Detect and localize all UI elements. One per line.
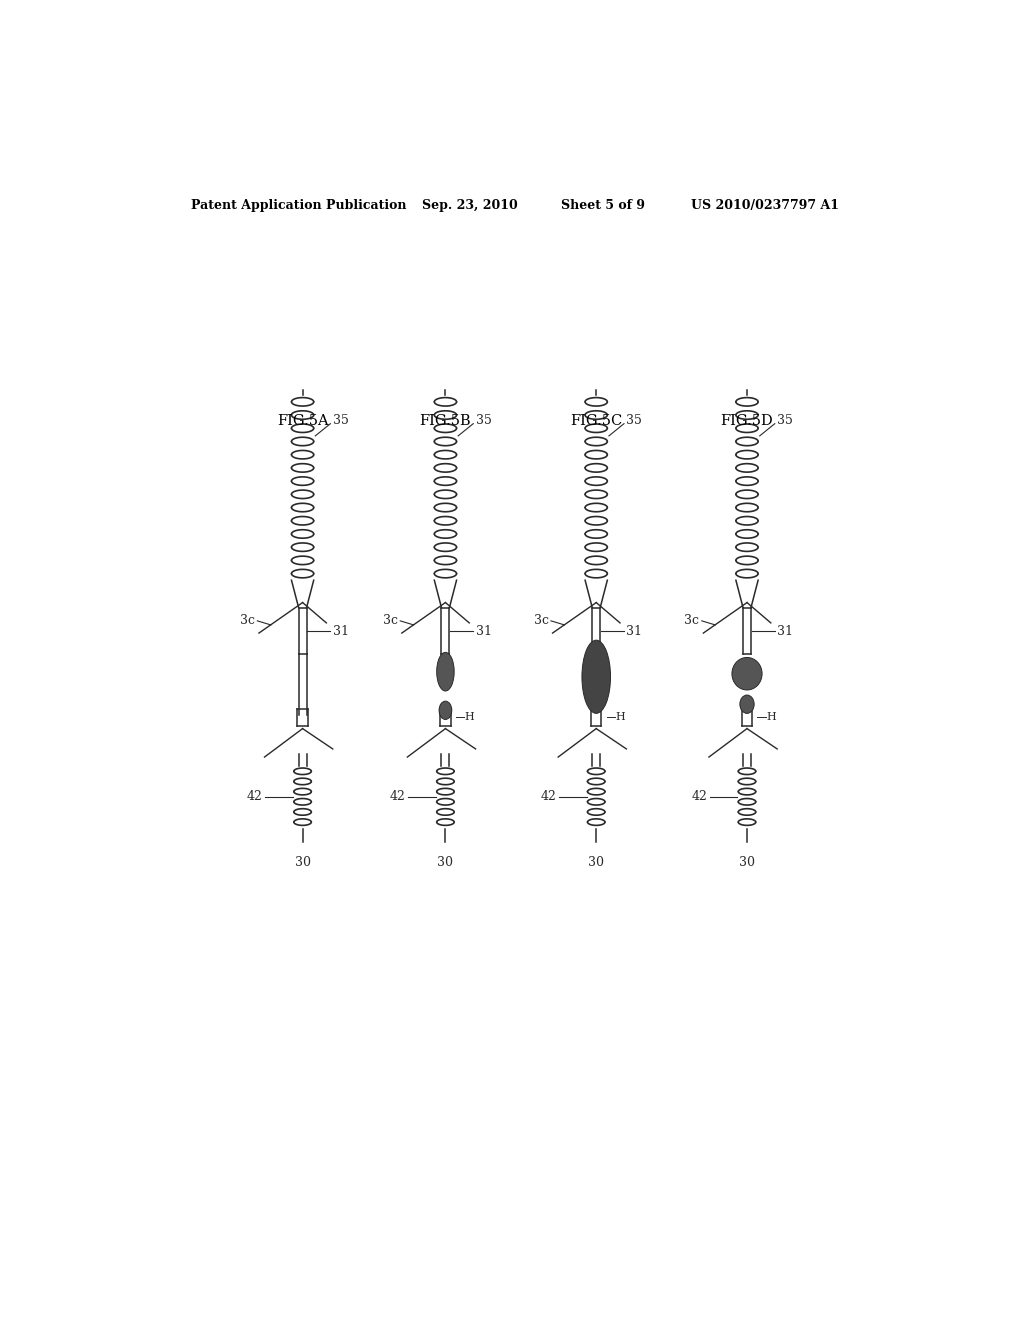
Text: 42: 42 — [247, 791, 263, 803]
Text: Sheet 5 of 9: Sheet 5 of 9 — [560, 199, 644, 213]
Text: 30: 30 — [295, 855, 310, 869]
Text: 35: 35 — [475, 414, 492, 428]
Text: US 2010/0237797 A1: US 2010/0237797 A1 — [691, 199, 840, 213]
Text: H: H — [615, 713, 625, 722]
Ellipse shape — [582, 640, 610, 713]
Text: FIG.5B: FIG.5B — [420, 413, 471, 428]
Text: 35: 35 — [777, 414, 793, 428]
Text: 31: 31 — [627, 624, 642, 638]
Ellipse shape — [439, 701, 452, 719]
Text: H: H — [766, 713, 776, 722]
Text: 3c: 3c — [534, 614, 549, 627]
Text: 35: 35 — [627, 414, 642, 428]
Ellipse shape — [732, 657, 762, 690]
Text: 31: 31 — [777, 624, 794, 638]
Ellipse shape — [740, 696, 754, 713]
Text: 30: 30 — [739, 855, 755, 869]
Text: 31: 31 — [475, 624, 492, 638]
Text: 42: 42 — [691, 791, 708, 803]
Text: Patent Application Publication: Patent Application Publication — [191, 199, 407, 213]
Text: 3c: 3c — [684, 614, 699, 627]
Text: 30: 30 — [437, 855, 454, 869]
Text: FIG.5D: FIG.5D — [721, 413, 773, 428]
Text: 42: 42 — [390, 791, 406, 803]
Text: 35: 35 — [333, 414, 348, 428]
Text: H: H — [465, 713, 474, 722]
Text: 31: 31 — [333, 624, 349, 638]
Text: 30: 30 — [588, 855, 604, 869]
Text: 3c: 3c — [240, 614, 255, 627]
Text: Sep. 23, 2010: Sep. 23, 2010 — [422, 199, 517, 213]
Text: 3c: 3c — [383, 614, 397, 627]
Ellipse shape — [436, 652, 455, 690]
Text: FIG.5A: FIG.5A — [276, 413, 329, 428]
Text: FIG.5C: FIG.5C — [570, 413, 623, 428]
Text: 42: 42 — [541, 791, 556, 803]
